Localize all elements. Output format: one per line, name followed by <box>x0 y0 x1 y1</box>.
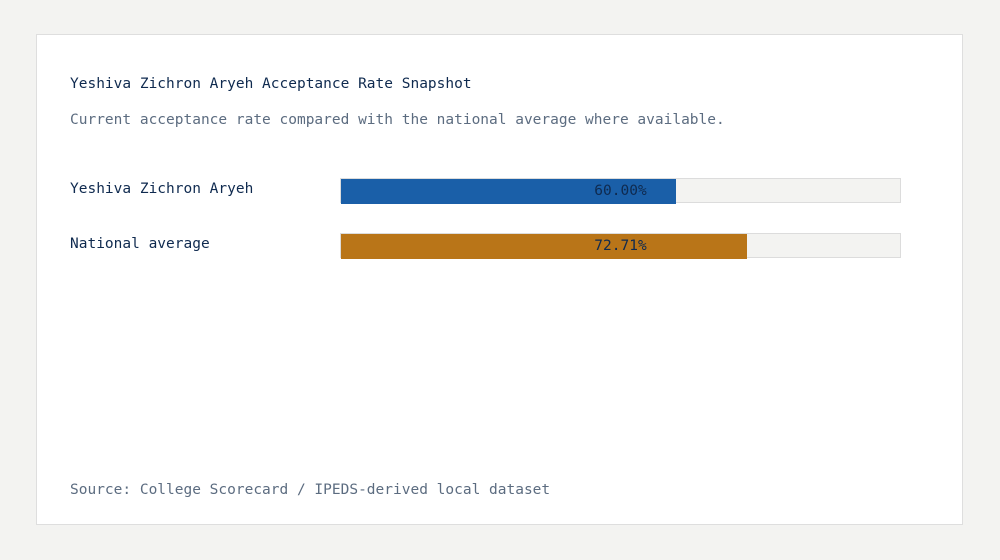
bar-fill-yeshiva-zichron-aryeh <box>341 179 677 204</box>
bar-label: National average <box>70 236 210 252</box>
bar-value-label: 72.71% <box>594 238 647 254</box>
bar-row-yeshiva-zichron-aryeh: Yeshiva Zichron Aryeh 60.00% <box>70 178 901 204</box>
chart-title: Yeshiva Zichron Aryeh Acceptance Rate Sn… <box>70 76 472 92</box>
bar-value-label: 60.00% <box>594 183 647 199</box>
bar-fill-national-average <box>341 234 748 259</box>
bar-label: Yeshiva Zichron Aryeh <box>70 181 254 197</box>
bar-track: 60.00% <box>340 178 901 204</box>
chart-subtitle: Current acceptance rate compared with th… <box>70 112 725 128</box>
chart-source: Source: College Scorecard / IPEDS-derive… <box>70 482 551 498</box>
chart-card: Yeshiva Zichron Aryeh Acceptance Rate Sn… <box>36 34 963 525</box>
bar-track: 72.71% <box>340 233 901 259</box>
bar-row-national-average: National average 72.71% <box>70 233 901 259</box>
